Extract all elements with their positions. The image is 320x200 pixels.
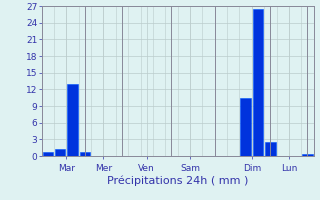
Bar — [240, 98, 251, 156]
Bar — [80, 152, 90, 156]
Bar — [302, 154, 313, 156]
Bar — [55, 149, 65, 156]
Bar — [253, 9, 263, 156]
X-axis label: Précipitations 24h ( mm ): Précipitations 24h ( mm ) — [107, 175, 248, 186]
Bar — [67, 84, 78, 156]
Bar — [43, 152, 53, 156]
Bar — [265, 142, 276, 156]
